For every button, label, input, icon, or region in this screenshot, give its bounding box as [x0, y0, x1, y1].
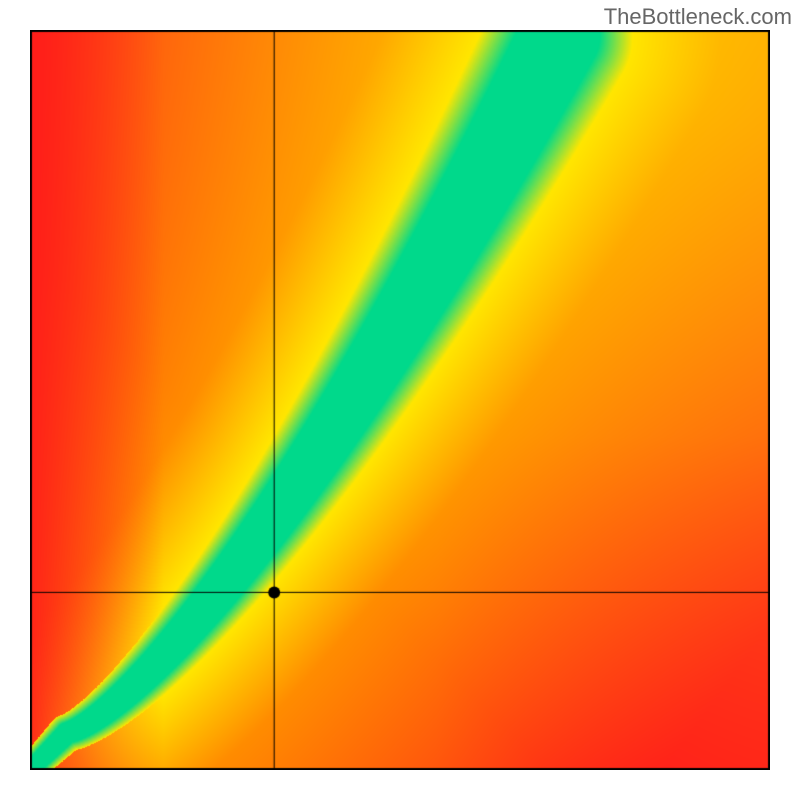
chart-container: TheBottleneck.com: [0, 0, 800, 800]
watermark-text: TheBottleneck.com: [604, 4, 792, 30]
heatmap-canvas: [30, 30, 770, 770]
